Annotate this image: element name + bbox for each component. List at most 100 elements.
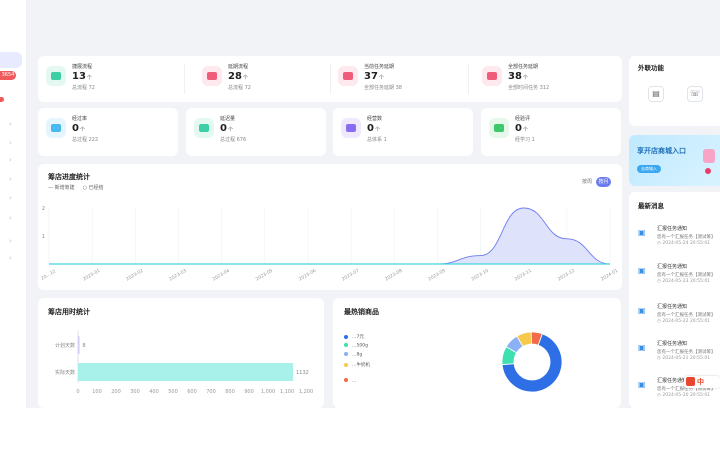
- stat-icon: [46, 118, 66, 138]
- toggle-month[interactable]: 按月: [596, 177, 611, 187]
- stat-title: 延期流程: [228, 64, 249, 70]
- time-bar-chart: 计划天数 8 实际天数 1132 0 100 200 300 400 500 600 700 800 90…: [55, 331, 313, 395]
- stat-icon: [338, 66, 358, 86]
- stat-title: 当前任务延期: [364, 64, 395, 70]
- stat-item[interactable]: 当前任务延期 37个 全部任务延期 38: [330, 56, 476, 92]
- news-item-desc: 您有一个汇报任务【测试筹】: [657, 350, 716, 355]
- chevron-right-icon[interactable]: ›: [9, 139, 12, 147]
- x-tick-label: 900: [244, 389, 254, 395]
- stat-title: 经验评: [515, 116, 531, 122]
- chevron-right-icon[interactable]: ›: [9, 175, 12, 183]
- stat-icon: [46, 66, 66, 86]
- chevron-right-icon[interactable]: ›: [9, 237, 12, 245]
- gift-icon: [703, 149, 715, 163]
- sidebar-badge: 3654: [0, 71, 16, 80]
- bar-value-label: 1132: [296, 370, 309, 376]
- message-icon: ▣: [638, 306, 646, 315]
- external-title: 外联功能: [638, 64, 664, 72]
- stat-card[interactable]: 经营数 0个 总体系 1: [333, 108, 473, 156]
- news-card: [629, 192, 720, 408]
- message-icon: ▣: [638, 380, 646, 389]
- stat-icon: [482, 66, 502, 86]
- x-tick-label: 1,200: [299, 389, 313, 395]
- news-item-time: ◷ 2024-05-22 20:55:01: [657, 319, 711, 324]
- stat-item[interactable]: 延期流程 28个 总流程 72: [194, 56, 340, 92]
- sidebar-item-active[interactable]: [0, 52, 22, 68]
- x-tick-label: 200: [111, 389, 121, 395]
- news-item-desc: 您有一个汇报任务【测试筹】: [657, 235, 716, 240]
- x-tick-label: 20…12: [40, 268, 57, 281]
- banner-button[interactable]: 去商城入: [637, 165, 661, 173]
- stat-title: 经营数: [367, 116, 383, 122]
- x-tick-label: 2023-12: [557, 268, 576, 283]
- stat-sub: 全部任务延期 38: [364, 85, 402, 91]
- news-item-time: ◷ 2024-05-23 20:55:01: [657, 279, 711, 284]
- x-tick-label: 2023-07: [341, 268, 360, 283]
- stat-value: 28个: [228, 71, 248, 82]
- stat-sub: 总流程 72: [228, 85, 251, 91]
- stat-sub: 总体系 1: [367, 137, 387, 143]
- stat-value: 13个: [72, 71, 92, 82]
- mall-entry-banner[interactable]: 享开店商城入口 去商城入: [629, 135, 720, 186]
- pie-legend-item: …8g: [344, 352, 362, 358]
- ime-label: 中: [697, 378, 704, 386]
- x-tick-label: 2023-01: [82, 268, 101, 283]
- stat-sub: 总过程 222: [72, 137, 99, 143]
- donut-slice: [501, 333, 563, 393]
- legend-item[interactable]: — 新增筹建: [48, 185, 75, 191]
- news-item-time: ◷ 2024-05-20 20:55:01: [657, 393, 711, 398]
- stat-sub: 总过程 676: [220, 137, 247, 143]
- progress-area-chart: 2 1 20…12 2023-01 2023-02 2023-03 2023-04 2023-…: [40, 206, 619, 283]
- chart-title: 筹店进度统计: [48, 173, 90, 181]
- sidebar-notification-dot: [0, 97, 4, 102]
- stat-value: 0个: [515, 123, 528, 134]
- phone-icon[interactable]: ☏: [687, 86, 703, 102]
- chevron-right-icon[interactable]: ›: [9, 254, 12, 262]
- stat-title: 经过率: [72, 116, 88, 122]
- stat-icon: [341, 118, 361, 138]
- pie-legend-item: …500g: [344, 343, 368, 349]
- x-tick-label: 2023-03: [168, 268, 187, 283]
- message-icon: ▣: [638, 343, 646, 352]
- chevron-right-icon[interactable]: ›: [9, 214, 12, 222]
- stat-card[interactable]: 延迟量 0个 总过程 676: [186, 108, 326, 156]
- stat-value: 0个: [72, 123, 85, 134]
- donut-slice: [530, 331, 543, 346]
- stat-title: 全部任务延期: [508, 64, 539, 70]
- x-tick-label: 1,100: [280, 389, 294, 395]
- toggle-week[interactable]: 按周: [581, 179, 592, 185]
- sidebar: 3654 › › › › › › › ›: [0, 0, 27, 408]
- dashboard: 3654 › › › › › › › › 捷展流程 13个 总流程 72 延期流…: [0, 0, 720, 408]
- external-functions-card: [629, 56, 720, 126]
- stat-title: 捷展流程: [72, 64, 93, 70]
- bar: [78, 363, 294, 381]
- stat-icon: [489, 118, 509, 138]
- store-icon[interactable]: ▤: [648, 86, 664, 102]
- x-tick-label: 2023-06: [298, 268, 317, 283]
- stat-item[interactable]: 全部任务延期 38个 全部时间任务 312: [474, 56, 620, 92]
- chart-legend: — 新增筹建 ○ 已经结: [48, 184, 104, 191]
- stat-sub: 经学习 1: [515, 137, 535, 143]
- divider: [184, 64, 185, 94]
- x-tick-label: 400: [149, 389, 159, 395]
- news-item-title: 汇报任务通知: [657, 226, 688, 232]
- stat-card[interactable]: 经验评 0个 经学习 1: [481, 108, 621, 156]
- x-tick-label: 2023-04: [211, 268, 230, 283]
- stat-card[interactable]: 经过率 0个 总过程 222: [38, 108, 178, 156]
- stat-title: 延迟量: [220, 116, 236, 122]
- legend-item[interactable]: ○ 已经结: [82, 185, 104, 191]
- chevron-right-icon[interactable]: ›: [9, 120, 12, 128]
- news-item-title: 汇报任务通知: [657, 264, 688, 270]
- divider: [468, 64, 469, 94]
- chevron-right-icon[interactable]: ›: [9, 194, 12, 202]
- pie-legend-item: …: [344, 378, 357, 384]
- page-bottom: [0, 408, 720, 450]
- stats-card-row1: 捷展流程 13个 总流程 72 延期流程 28个 总流程 72 当前任务延期 3…: [38, 56, 622, 102]
- news-item-title: 汇报任务通知: [657, 341, 688, 347]
- x-tick-label: 1,000: [261, 389, 275, 395]
- x-tick-label: 0: [76, 389, 79, 395]
- stat-item[interactable]: 捷展流程 13个 总流程 72: [38, 56, 184, 92]
- chevron-right-icon[interactable]: ›: [9, 156, 12, 164]
- hot-products-card: [333, 298, 621, 408]
- ime-widget[interactable]: 中: [684, 376, 720, 388]
